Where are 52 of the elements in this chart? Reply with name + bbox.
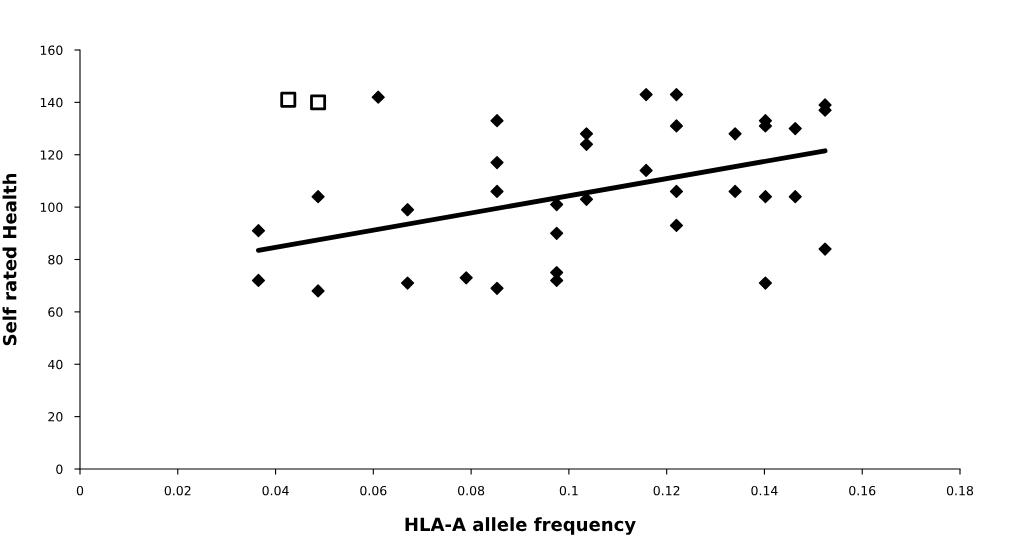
x-tick-label: 0.12 <box>653 485 680 496</box>
point <box>669 119 684 133</box>
x-tick-label: 0.06 <box>360 485 387 496</box>
y-tick-label: 40 <box>48 359 63 370</box>
point <box>490 184 504 199</box>
point <box>310 94 327 111</box>
point <box>669 218 684 233</box>
x-tick-label: 0.1 <box>559 485 578 496</box>
point <box>490 114 504 128</box>
point <box>371 90 385 104</box>
x-tick-label: 0.16 <box>849 485 876 496</box>
y-axis-title: Self rated Health <box>2 173 17 346</box>
y-tick-label: 160 <box>40 45 63 55</box>
point <box>490 281 504 295</box>
point <box>669 184 684 199</box>
point <box>639 87 653 102</box>
point <box>579 137 594 151</box>
point <box>639 163 653 178</box>
x-tick-label: 0 <box>76 485 84 496</box>
y-tick-label: 0 <box>56 464 63 474</box>
point <box>459 271 473 285</box>
point <box>251 273 266 288</box>
point <box>251 224 266 238</box>
point <box>280 91 297 108</box>
y-tick-label: 120 <box>40 150 63 160</box>
x-tick-label: 0.02 <box>164 485 191 496</box>
point <box>728 184 742 199</box>
point <box>311 284 325 298</box>
y-tick-label: 80 <box>48 254 63 265</box>
y-tick-label: 20 <box>48 412 63 422</box>
point <box>818 242 832 256</box>
point <box>788 190 802 204</box>
point <box>490 156 504 170</box>
point <box>728 127 742 141</box>
point <box>400 203 415 217</box>
x-tick-label: 0.04 <box>262 485 289 496</box>
x-tick-label: 0.18 <box>946 485 974 496</box>
point <box>788 121 802 136</box>
point <box>579 127 594 141</box>
point <box>311 190 325 204</box>
y-tick-label: 60 <box>48 307 63 317</box>
x-tick-label: 0.08 <box>458 485 485 496</box>
point <box>579 192 594 206</box>
x-axis-title: HLA-A allele frequency <box>405 517 636 535</box>
y-tick-label: 140 <box>40 97 63 108</box>
point <box>758 276 773 290</box>
point <box>550 226 564 240</box>
point <box>758 190 773 204</box>
point <box>669 87 684 102</box>
x-tick-label: 0.14 <box>751 485 778 496</box>
y-tick-label: 100 <box>40 202 63 213</box>
point <box>400 276 415 290</box>
